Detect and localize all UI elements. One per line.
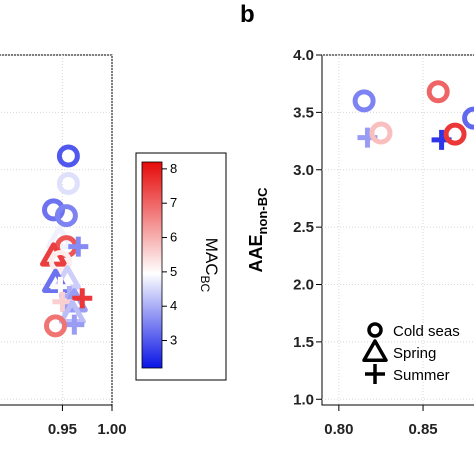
panel-b-x-ticks: 0.80 0.85: [324, 405, 438, 438]
panel-a-point-18: [43, 314, 67, 338]
legend-label-0: Cold seas: [393, 323, 460, 340]
panel-a-point-0: [56, 144, 80, 168]
colorbar-tick-label-4: 7: [170, 195, 177, 210]
panel-b-y-ticks: 1.0 1.5 2.0 2.5 3.0 3.5 4.0: [293, 47, 322, 408]
colorbar-title-main: MAC: [202, 238, 221, 276]
panel-b-points: [352, 80, 474, 150]
panel-b-point-2: [369, 121, 393, 145]
panel-b-y-tick-label-3: 2.5: [293, 219, 314, 236]
panel-a-point-14: [72, 288, 93, 309]
panel-b-y-axis-title-main: AAE: [246, 234, 266, 272]
legend-marker-cross: [365, 364, 385, 384]
legend-label-1: Spring: [393, 345, 436, 362]
legend-label-2: Summer: [393, 367, 450, 384]
panel-a-point-15: [52, 291, 73, 312]
colorbar-gradient: [141, 161, 163, 369]
panel-a-point-17: [64, 314, 85, 335]
colorbar-tick-label-3: 6: [170, 230, 177, 245]
colorbar-tick-label-0: 3: [170, 333, 177, 348]
panel-b-point-3: [426, 80, 450, 104]
panel-a-point-3: [54, 204, 78, 228]
panel-b-frame: [321, 54, 474, 406]
legend-item-0: Cold seas: [367, 322, 460, 340]
panel-b-y-tick-label-5: 3.5: [293, 104, 314, 121]
panel-a-points: [40, 144, 93, 338]
colorbar: 3 4 5 6 7 8 MACBC: [135, 152, 227, 381]
colorbar-tick-label-2: 5: [170, 264, 177, 279]
panel-b-letter: b: [240, 1, 255, 28]
panel-b-point-5: [443, 122, 467, 146]
legend-marker-circle: [367, 322, 383, 338]
panel-b: b 1.0 1.5 2.0 2.5 3.0 3.5 4.0 0.80 0.85 AAEnon-…: [240, 1, 474, 438]
colorbar-tick-label-5: 8: [170, 161, 177, 176]
legend-item-2: Summer: [365, 364, 450, 384]
panel-b-point-6: [462, 106, 474, 130]
panel-b-x-tick-label-1: 0.85: [408, 421, 437, 438]
panel-a-point-6: [68, 236, 89, 257]
panel-a-x-tick-label-1: 1.00: [97, 421, 126, 438]
legend-item-1: Spring: [362, 339, 436, 362]
panel-b-y-tick-label-6: 4.0: [293, 47, 314, 64]
panel-b-y-tick-label-4: 3.0: [293, 162, 314, 179]
colorbar-title-sub: BC: [198, 276, 212, 293]
panel-b-y-tick-label-0: 1.0: [293, 391, 314, 408]
panel-b-point-0: [352, 89, 376, 113]
panel-a-x-tick-label-0: 0.95: [48, 421, 77, 438]
panel-b-y-axis-title: AAEnon-BC: [246, 187, 270, 273]
panel-b-grid: [322, 54, 474, 405]
panel-a-point-8: [48, 250, 72, 274]
colorbar-ticks: 3 4 5 6 7 8: [162, 161, 177, 348]
panel-a: 0.95 1.00: [0, 54, 127, 438]
panel-b-y-tick-label-2: 2.0: [293, 277, 314, 294]
panel-b-x-tick-label-0: 0.80: [324, 421, 353, 438]
panel-a-x-ticks: 0.95 1.00: [48, 405, 127, 438]
legend-marker-triangle: [362, 339, 388, 362]
panel-b-y-tick-label-1: 1.5: [293, 334, 314, 351]
colorbar-tick-label-1: 4: [170, 298, 177, 313]
colorbar-title: MACBC: [198, 238, 221, 293]
panel-b-y-axis-title-sub: non-BC: [255, 187, 270, 235]
legend: Cold seas Spring Summer: [362, 322, 460, 384]
panel-a-point-1: [56, 172, 80, 196]
